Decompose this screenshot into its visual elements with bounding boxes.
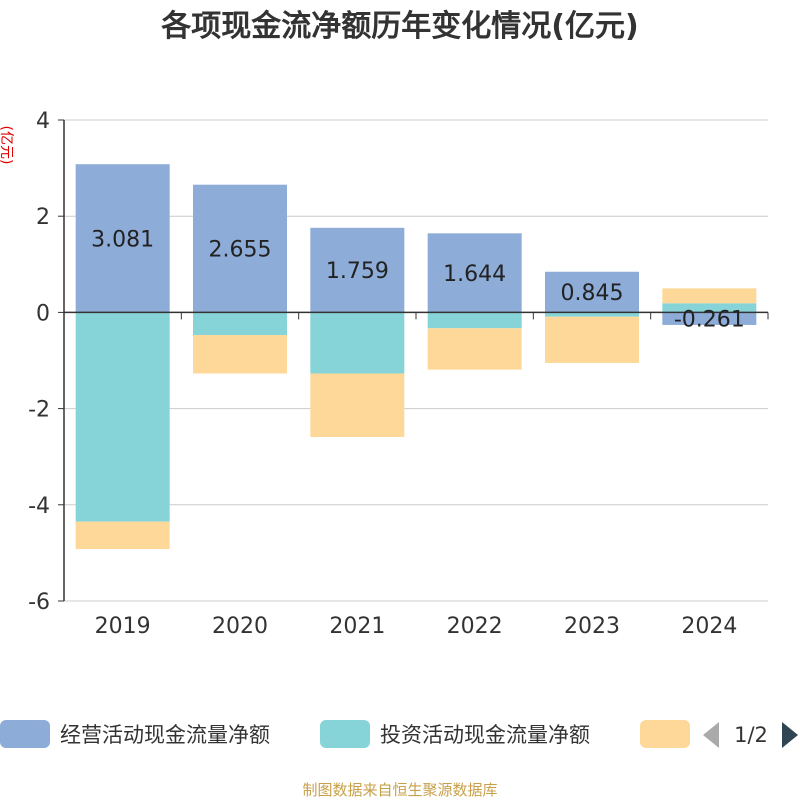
legend-label[interactable]: 投资活动现金流量净额 xyxy=(380,723,590,747)
triangle-left-icon[interactable] xyxy=(703,722,719,748)
bar-segment xyxy=(193,312,287,336)
data-labels: 3.081 2.655 1.759 1.644 0.845 -0.261 xyxy=(91,227,745,332)
triangle-right-icon[interactable] xyxy=(782,722,798,748)
y-tick-label: 0 xyxy=(36,301,50,326)
x-tick-label: 2022 xyxy=(447,614,503,639)
bar-segment xyxy=(427,312,522,329)
legend-swatch[interactable] xyxy=(0,720,50,748)
x-tick-label: 2024 xyxy=(681,614,737,639)
y-axis-unit: (亿元) xyxy=(0,126,14,165)
data-label: 3.081 xyxy=(91,227,154,252)
bar-segment xyxy=(662,288,757,304)
bar-segment xyxy=(310,227,405,313)
legend-swatch[interactable] xyxy=(640,720,690,748)
tick-labels: -6 -4 -2 0 2 4 2019 2020 2021 2022 2023 2024 xyxy=(28,109,737,639)
data-label: -0.261 xyxy=(674,308,745,333)
data-label: 0.845 xyxy=(561,281,624,306)
legend-page-indicator: 1/2 xyxy=(734,723,768,747)
bar-segment xyxy=(427,328,522,370)
axes xyxy=(63,120,769,601)
data-label: 1.644 xyxy=(443,262,506,287)
y-tick-label: 2 xyxy=(36,205,50,230)
grid-lines xyxy=(58,119,768,602)
bar-segment xyxy=(310,312,405,374)
bar-segment xyxy=(75,164,170,313)
legend-swatch[interactable] xyxy=(320,720,370,748)
bar-segment xyxy=(75,521,170,550)
bar-segment xyxy=(545,316,639,363)
bars xyxy=(75,164,757,550)
bar-segment xyxy=(662,312,757,325)
data-label: 2.655 xyxy=(209,238,272,263)
x-tick-label: 2019 xyxy=(95,614,151,639)
bar-segment xyxy=(75,312,170,522)
legend: 经营活动现金流量净额 投资活动现金流量净额 1/2 xyxy=(0,720,798,748)
x-tick-label: 2023 xyxy=(564,614,620,639)
bar-segment xyxy=(545,312,639,317)
bar-segment xyxy=(310,373,405,437)
bar-segment xyxy=(193,184,287,313)
bar-segment xyxy=(662,303,757,313)
bar-segment xyxy=(193,335,287,374)
chart-title: 各项现金流净额历年变化情况(亿元) xyxy=(160,9,638,44)
y-tick-label: -2 xyxy=(28,398,50,423)
legend-label[interactable]: 经营活动现金流量净额 xyxy=(60,723,270,747)
y-tick-label: 4 xyxy=(36,109,50,134)
y-tick-label: -6 xyxy=(28,590,50,615)
bar-segment xyxy=(427,233,522,313)
source-note: 制图数据来自恒生聚源数据库 xyxy=(302,781,497,799)
y-tick-label: -4 xyxy=(28,494,50,519)
bar-segment xyxy=(545,271,639,313)
x-tick-label: 2020 xyxy=(212,614,268,639)
x-tick-label: 2021 xyxy=(329,614,385,639)
data-label: 1.759 xyxy=(326,259,389,284)
